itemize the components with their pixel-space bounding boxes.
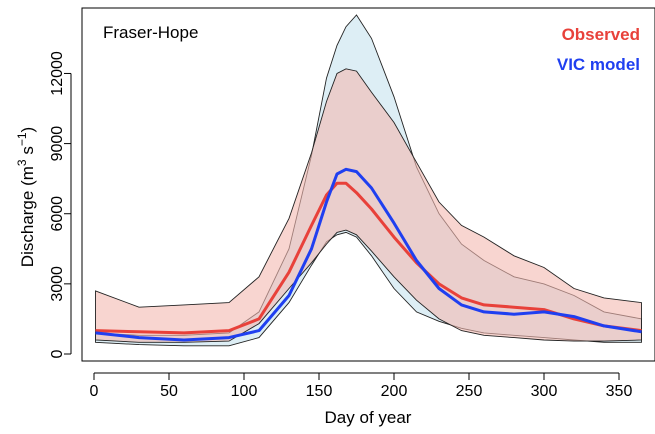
x-tick-label: 200 xyxy=(381,383,408,400)
mean-lines xyxy=(95,167,642,342)
vic-model-mean-line xyxy=(95,167,642,342)
x-axis: 0 50 100 150 200 250 300 350 xyxy=(90,372,633,400)
x-tick-label: 100 xyxy=(231,383,258,400)
x-tick-label: 0 xyxy=(90,383,99,400)
x-tick-label: 350 xyxy=(606,383,633,400)
y-tick-label: 6000 xyxy=(49,196,66,232)
y-tick-label: 3000 xyxy=(49,266,66,302)
x-tick-label: 300 xyxy=(531,383,558,400)
y-axis-title-sup1: 3 xyxy=(15,159,29,166)
observed-mean-line xyxy=(95,181,642,335)
x-tick-label: 250 xyxy=(456,383,483,400)
y-axis-title-main: Discharge (m xyxy=(18,166,37,267)
y-axis-title-mid: s xyxy=(18,146,37,159)
y-tick-label: 0 xyxy=(49,349,66,358)
y-axis-title-sup2: −1 xyxy=(15,132,29,146)
y-axis: 0 3000 6000 9000 12000 xyxy=(49,51,72,358)
legend-entry: VIC model xyxy=(557,55,640,74)
y-tick-label: 12000 xyxy=(49,51,66,96)
y-tick-label: 9000 xyxy=(49,126,66,162)
x-tick-label: 150 xyxy=(306,383,333,400)
legend: Observed VIC model xyxy=(557,25,640,74)
y-axis-title-end: ) xyxy=(18,127,37,133)
legend-entry: Observed xyxy=(562,25,640,44)
y-axis-title: Discharge (m3 s−1) xyxy=(15,127,37,267)
plot-frame xyxy=(81,7,655,362)
x-tick-label: 50 xyxy=(160,383,178,400)
x-axis-title: Day of year xyxy=(325,408,412,427)
plot-title: Fraser-Hope xyxy=(103,23,198,42)
